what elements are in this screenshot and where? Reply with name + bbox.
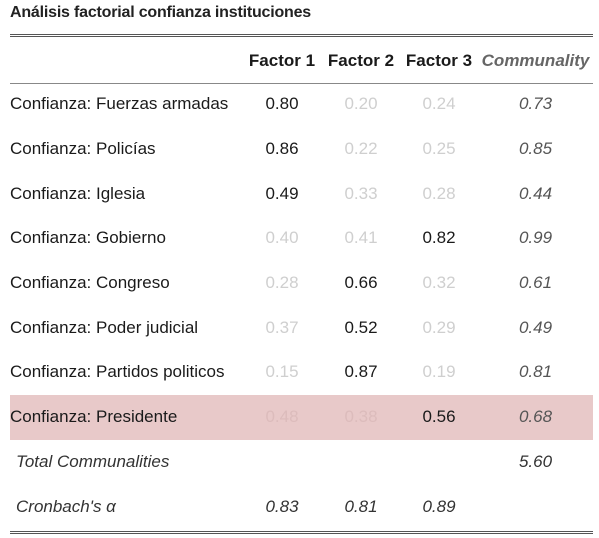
row-label: Confianza: Iglesia [10,183,146,203]
cronbach-factor-1: 0.83 [265,496,299,516]
table-title: Análisis factorial confianza institucion… [10,4,312,21]
row-label: Confianza: Presidente [10,394,242,440]
table-row: Confianza: Presidente 0.48 0.38 0.56 0.68 [10,394,593,440]
total-communalities-value: 5.60 [518,451,553,471]
table-row: Confianza: Gobierno 0.40 0.41 0.82 0.99 [10,216,593,261]
loading-factor-2: 0.87 [344,362,378,382]
communality-value: 0.73 [518,94,553,114]
table-row: Confianza: Congreso 0.28 0.66 0.32 0.61 [10,261,593,306]
loading-factor-1: 0.49 [265,183,299,203]
loading-factor-2: 0.20 [344,94,378,114]
loading-factor-2: 0.66 [344,273,378,293]
table-row: Confianza: Poder judicial 0.37 0.52 0.29 0.4… [10,305,593,350]
communality-value: 0.44 [518,183,553,203]
loading-factor-3: 0.24 [422,94,456,114]
loading-factor-2: 0.52 [344,317,378,337]
header-factor-2: Factor 2 [327,51,395,70]
factor-analysis-table: Factor 1 Factor 2 Factor 3 Communality C… [10,40,593,529]
loading-factor-2: 0.22 [344,139,378,159]
header-factor-3: Factor 3 [405,51,473,70]
header-factor-1: Factor 1 [248,51,316,70]
loading-factor-3: 0.56 [400,394,478,440]
communality-value: 0.68 [478,394,593,440]
cronbach-label: Cronbach's α [16,496,116,516]
communality-value: 0.81 [518,362,553,382]
loading-factor-1: 0.28 [265,273,299,293]
row-label: Confianza: Policías [10,139,156,159]
header-rule [10,83,593,84]
communality-value: 0.99 [518,228,553,248]
cronbach-row: Cronbach's α 0.83 0.81 0.89 [10,484,593,529]
table-row: Confianza: Fuerzas armadas 0.80 0.20 0.24 0.… [10,82,593,127]
table-row: Confianza: Partidos politicos 0.15 0.87 0.1… [10,350,593,395]
header-label [10,40,242,82]
loading-factor-3: 0.19 [422,362,456,382]
loading-factor-3: 0.29 [422,317,456,337]
header-communality: Communality [481,51,590,70]
total-communalities-label: Total Communalities [16,451,170,471]
loading-factor-2: 0.33 [344,183,378,203]
row-label: Confianza: Fuerzas armadas [10,94,229,114]
top-rule [10,34,593,37]
loading-factor-1: 0.37 [265,317,299,337]
loading-factor-1: 0.80 [265,94,299,114]
loading-factor-2: 0.41 [344,228,378,248]
loading-factor-1: 0.86 [265,139,299,159]
table-row: Confianza: Policías 0.86 0.22 0.25 0.85 [10,127,593,172]
bottom-rule [10,531,593,534]
loading-factor-3: 0.25 [422,139,456,159]
loading-factor-1: 0.48 [242,394,322,440]
header-row: Factor 1 Factor 2 Factor 3 Communality [10,40,593,82]
communality-value: 0.61 [518,273,553,293]
communality-value: 0.49 [518,317,553,337]
row-label: Confianza: Congreso [10,273,170,293]
loading-factor-3: 0.82 [422,228,456,248]
total-communalities-row: Total Communalities 5.60 [10,440,593,485]
communality-value: 0.85 [518,139,553,159]
cronbach-factor-3: 0.89 [422,496,456,516]
loading-factor-3: 0.32 [422,273,456,293]
loading-factor-1: 0.15 [265,362,299,382]
row-label: Confianza: Partidos politicos [10,362,225,382]
loading-factor-3: 0.28 [422,183,456,203]
table-row: Confianza: Iglesia 0.49 0.33 0.28 0.44 [10,171,593,216]
loading-factor-1: 0.40 [265,228,299,248]
row-label: Confianza: Poder judicial [10,317,199,337]
cronbach-factor-2: 0.81 [344,496,378,516]
loading-factor-2: 0.38 [322,394,400,440]
row-label: Confianza: Gobierno [10,228,166,248]
